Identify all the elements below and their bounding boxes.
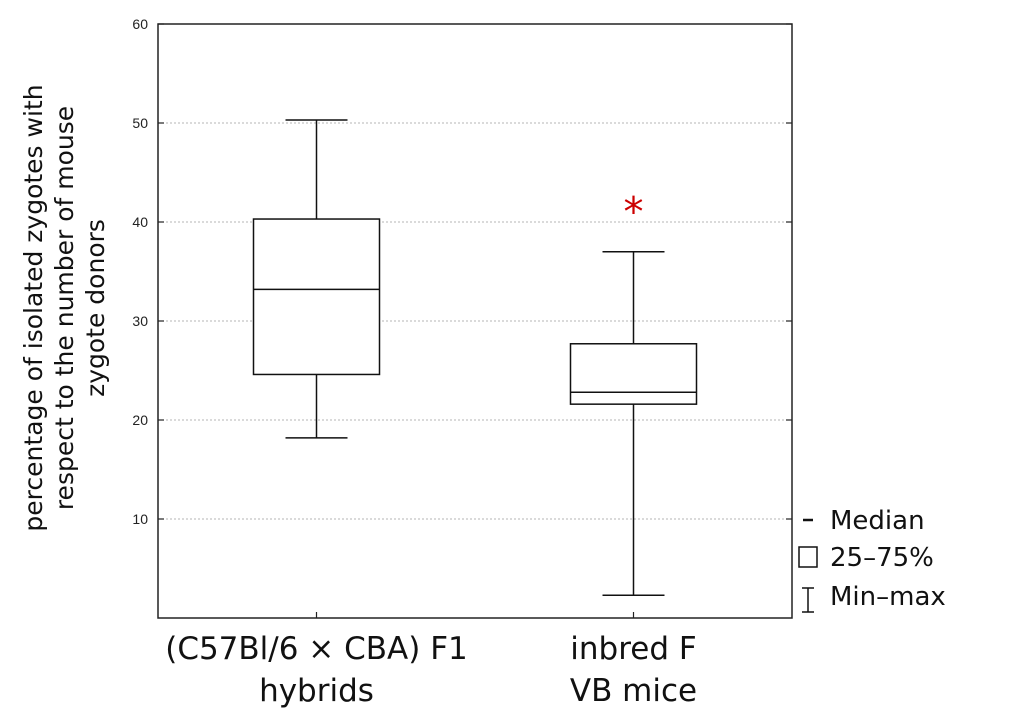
y-tick-label: 50 (132, 115, 148, 131)
category-label: hybrids (259, 673, 374, 709)
category-label: inbred F (570, 631, 696, 667)
legend-label: Min–max (830, 582, 946, 612)
x-axis-categories: (C57Bl/6 × CBA) F1 hybrids inbred F VB mice (165, 631, 697, 709)
category-label: VB mice (570, 673, 697, 709)
iqr-box (569, 343, 698, 405)
y-axis-label-line: zygote donors (81, 219, 110, 397)
legend-label: Median (830, 506, 925, 536)
boxes: * (252, 119, 698, 618)
y-label-group: percentage of isolated zygotes with respe… (19, 84, 110, 531)
y-tick-label: 30 (132, 313, 148, 329)
significance-star: * (624, 190, 644, 236)
y-axis: 10 20 30 40 50 60 (132, 16, 792, 527)
box-group-2: * (569, 190, 698, 618)
y-tick-label: 20 (132, 412, 148, 428)
legend-label: 25–75% (830, 543, 934, 573)
y-tick-label: 40 (132, 214, 148, 230)
y-axis-label-line: respect to the number of mouse (50, 106, 79, 510)
y-axis-label-line: percentage of isolated zygotes with (19, 84, 48, 531)
legend: Median 25–75% Min–max (798, 506, 946, 613)
box-group-1 (252, 119, 381, 618)
y-tick-label: 60 (132, 16, 148, 32)
y-axis-label: percentage of isolated zygotes with respe… (19, 84, 110, 531)
legend-box-symbol (798, 546, 818, 568)
category-label: (C57Bl/6 × CBA) F1 (165, 631, 468, 667)
iqr-box (252, 218, 381, 376)
y-tick-label: 10 (132, 511, 148, 527)
